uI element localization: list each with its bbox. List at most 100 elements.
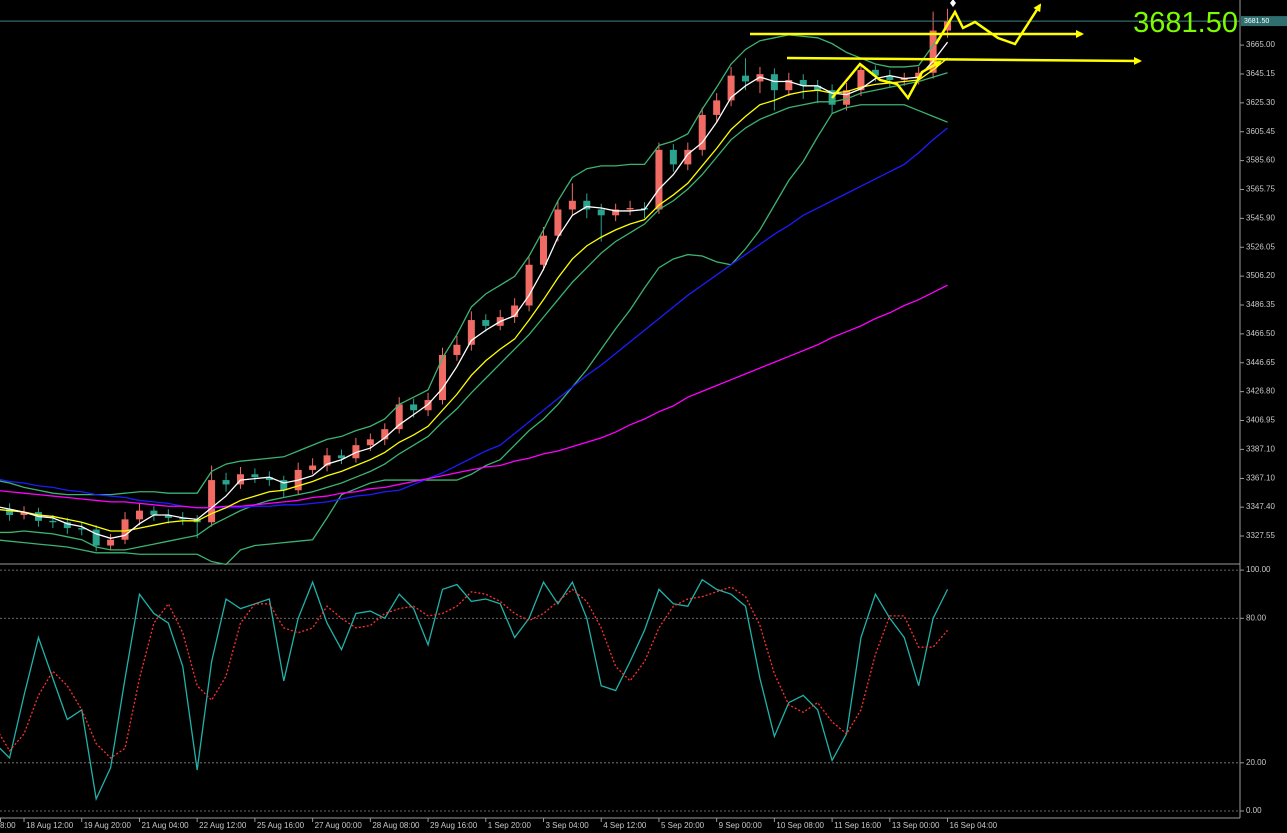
candle-body bbox=[121, 519, 129, 540]
candle-body bbox=[366, 439, 374, 446]
candle-body bbox=[107, 539, 115, 546]
series-line bbox=[0, 57, 948, 532]
y-tick-label: 3605.45 bbox=[1246, 127, 1275, 136]
candle-body bbox=[352, 445, 360, 459]
last-price-box bbox=[1241, 16, 1287, 27]
candle-body bbox=[669, 149, 677, 165]
candle-body bbox=[78, 528, 86, 530]
last-price-label: 3681.50 bbox=[1244, 18, 1269, 25]
candle-body bbox=[453, 344, 461, 355]
candle-body bbox=[49, 520, 57, 523]
candle-body bbox=[612, 209, 620, 216]
candle-body bbox=[208, 480, 216, 523]
candle-body bbox=[467, 320, 475, 345]
candle-body bbox=[20, 512, 28, 515]
y-tick-label: 3347.40 bbox=[1246, 502, 1275, 511]
candle-body bbox=[727, 75, 735, 101]
candle-body bbox=[554, 209, 562, 236]
candle-body bbox=[857, 69, 865, 91]
candle-body bbox=[698, 114, 706, 150]
candle-body bbox=[742, 75, 750, 82]
candle-body bbox=[655, 149, 663, 210]
marker bbox=[950, 0, 956, 7]
y-tick-label: 3625.30 bbox=[1246, 98, 1275, 107]
candle-body bbox=[886, 75, 894, 81]
y-tick-label: 3426.80 bbox=[1246, 387, 1275, 396]
y-tick-label: 20.00 bbox=[1246, 758, 1267, 767]
x-tick-label: 21 Aug 04:00 bbox=[141, 821, 189, 830]
drawing-arrow bbox=[831, 60, 942, 101]
candle-body bbox=[871, 69, 879, 76]
candle-body bbox=[540, 235, 547, 265]
axes: 3327.55 3347.40 3367.10 3387.10 3406.95 3426.… bbox=[0, 7, 1287, 830]
candle-body bbox=[6, 509, 14, 515]
candle-body bbox=[511, 305, 519, 318]
candle-body bbox=[410, 404, 418, 411]
x-tick-label: 9 Sep 00:00 bbox=[719, 821, 763, 830]
x-tick-label: 18 Aug 12:00 bbox=[26, 821, 74, 830]
x-tick-label: 19 Aug 20:00 bbox=[84, 821, 132, 830]
plot-area bbox=[0, 8, 1240, 812]
candle-body bbox=[713, 100, 721, 115]
y-tick-label: 100.00 bbox=[1246, 565, 1271, 574]
x-tick-label: 3 Sep 04:00 bbox=[546, 821, 590, 830]
candle-body bbox=[568, 200, 576, 210]
x-tick-label: 29 Aug 16:00 bbox=[430, 821, 478, 830]
series-line bbox=[0, 578, 949, 802]
y-tick-label: 3585.60 bbox=[1246, 156, 1275, 165]
x-tick-label: 28 Aug 08:00 bbox=[372, 821, 420, 830]
last-price-big: 3681.50 bbox=[1133, 7, 1238, 39]
x-tick-label: 11 Sep 16:00 bbox=[834, 821, 882, 830]
candle-body bbox=[626, 208, 634, 210]
drawing-arrow bbox=[934, 3, 1042, 46]
candle-body bbox=[583, 200, 591, 210]
x-tick-label: 27 Aug 00:00 bbox=[315, 821, 363, 830]
x-tick-label: 25 Aug 16:00 bbox=[257, 821, 305, 830]
candle-body bbox=[770, 74, 778, 91]
y-tick-label: 3327.55 bbox=[1246, 531, 1275, 540]
y-tick-label: 3367.10 bbox=[1246, 474, 1275, 483]
candle-body bbox=[395, 404, 403, 430]
x-tick-label: 4 Sep 12:00 bbox=[603, 821, 647, 830]
candle-body bbox=[280, 480, 288, 491]
x-tick-label: 5 Sep 20:00 bbox=[661, 821, 705, 830]
x-tick-label: 22 Aug 12:00 bbox=[199, 821, 247, 830]
series-line bbox=[0, 127, 948, 509]
candle-body bbox=[799, 80, 807, 86]
candle-body bbox=[179, 517, 187, 520]
candle-body bbox=[438, 354, 446, 401]
candle-body bbox=[323, 455, 331, 466]
x-tick-label: 8:00 bbox=[0, 821, 16, 830]
candle-body bbox=[900, 78, 908, 81]
y-tick-label: 80.00 bbox=[1246, 613, 1267, 622]
y-tick-label: 3406.95 bbox=[1246, 416, 1275, 425]
candle-body bbox=[337, 455, 345, 459]
candle-body bbox=[684, 149, 692, 165]
candle-body bbox=[164, 514, 172, 518]
drawing-arrow bbox=[786, 56, 1142, 65]
series-line bbox=[0, 25, 949, 496]
y-tick-label: 3526.05 bbox=[1246, 242, 1275, 251]
series-line bbox=[0, 586, 949, 759]
series-line bbox=[0, 72, 948, 551]
candle-body bbox=[814, 85, 822, 91]
x-tick-label: 16 Sep 04:00 bbox=[950, 821, 998, 830]
x-tick-label: 10 Sep 08:00 bbox=[776, 821, 824, 830]
y-tick-label: 3545.90 bbox=[1246, 213, 1275, 222]
candle-body bbox=[150, 510, 158, 515]
candle-body bbox=[597, 209, 605, 216]
y-tick-label: 3387.10 bbox=[1246, 444, 1275, 453]
candle-body bbox=[525, 264, 533, 306]
candle-body bbox=[265, 477, 273, 481]
y-tick-label: 3565.75 bbox=[1246, 185, 1275, 194]
candle-body bbox=[309, 465, 317, 470]
series-line bbox=[0, 284, 948, 509]
series-line bbox=[0, 41, 949, 539]
series-line bbox=[0, 104, 948, 566]
candle-body bbox=[843, 90, 851, 105]
candle-body bbox=[251, 474, 259, 478]
frame bbox=[0, 0, 1241, 819]
trend-drawings bbox=[750, 3, 1142, 101]
